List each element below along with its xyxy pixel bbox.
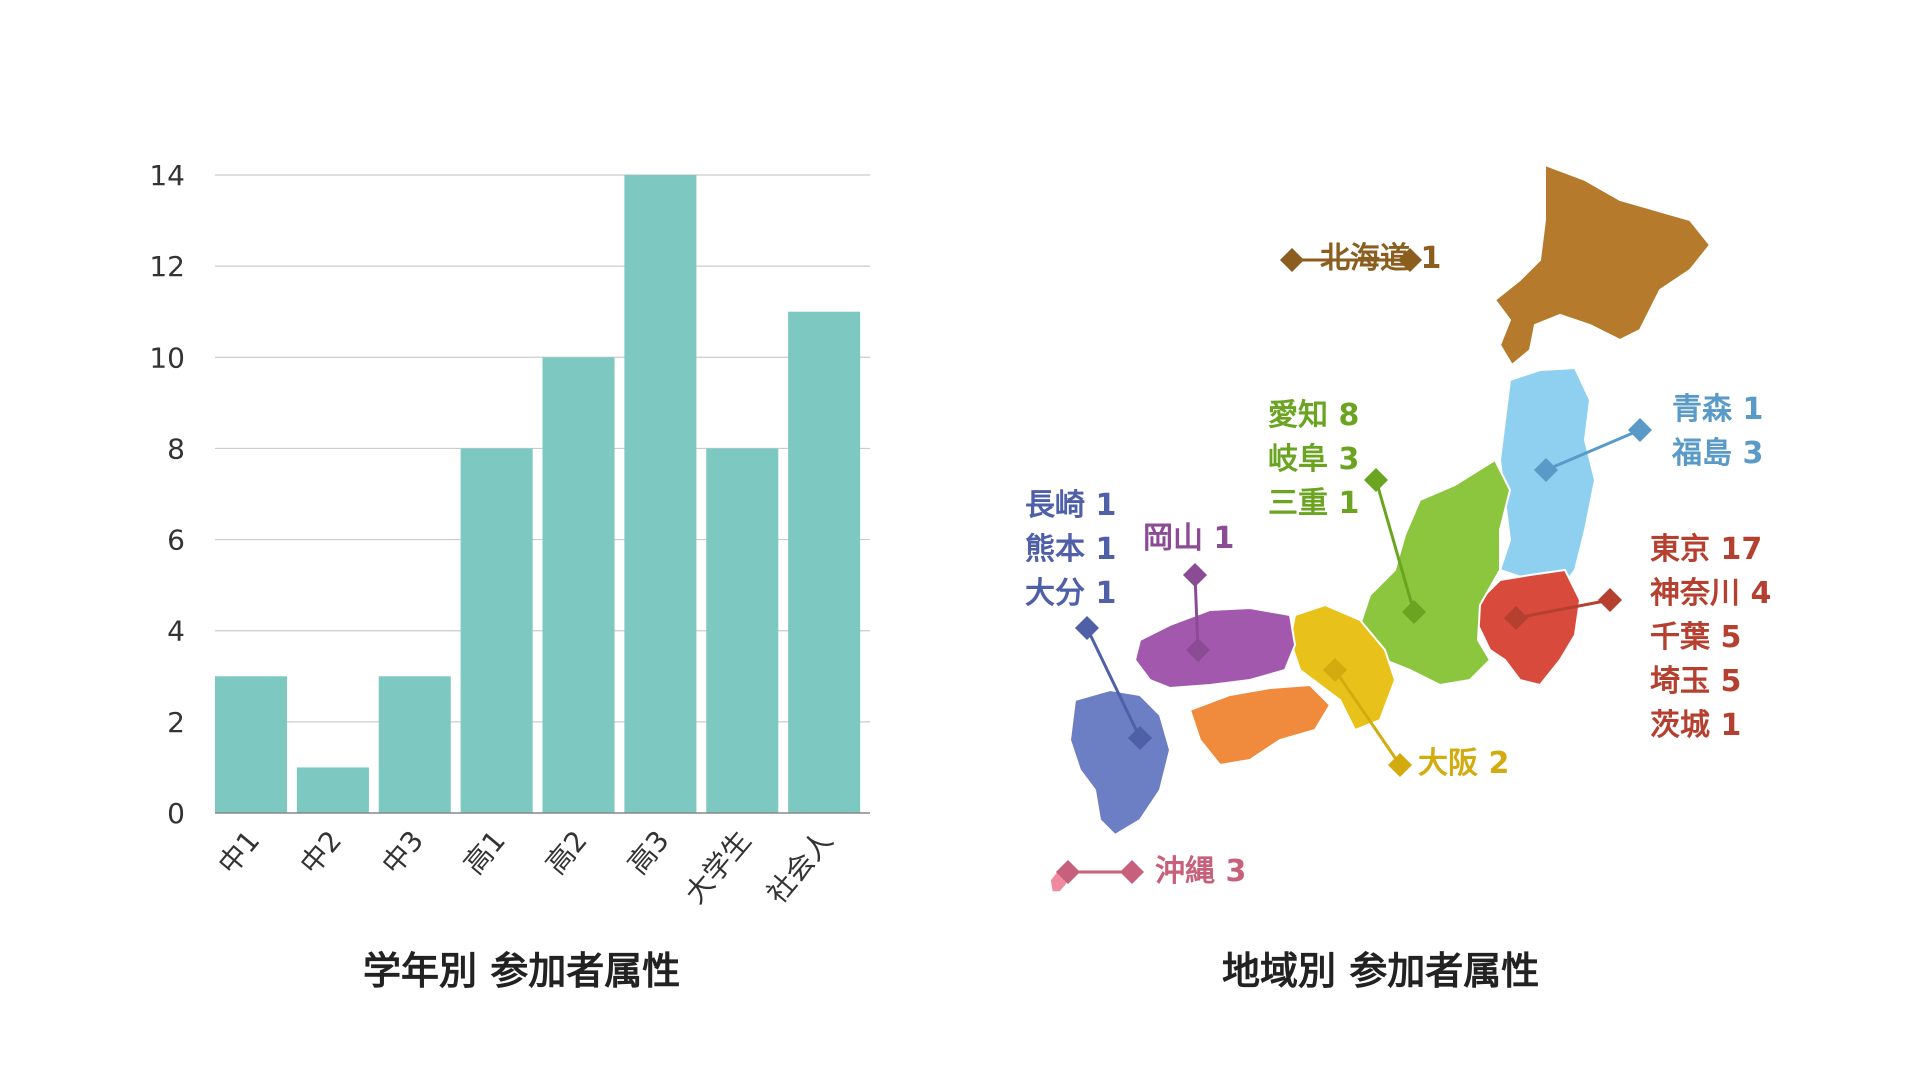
bars (215, 175, 861, 813)
label-kanto-line: 東京 17 (1650, 532, 1763, 567)
label-kanto-line: 埼玉 5 (1650, 664, 1742, 699)
x-category-label: 高2 (539, 824, 594, 880)
y-tick-label: 12 (149, 250, 185, 283)
x-category-label: 中3 (375, 824, 430, 880)
label-chugoku: 岡山 1 (1143, 517, 1234, 561)
leader-hokkaido (1279, 247, 1423, 273)
label-hokkaido-line: 北海道 1 (1320, 241, 1442, 276)
label-tohoku: 青森 1 福島 3 (1672, 388, 1763, 476)
label-okinawa-line: 沖縄 3 (1155, 854, 1247, 889)
label-kanto-line: 茨城 1 (1650, 708, 1742, 743)
leader-chubu (1363, 467, 1427, 625)
bar (378, 676, 451, 813)
region-chart-title: 地域別 参加者属性 (1222, 949, 1540, 993)
label-kanto-line: 千葉 5 (1650, 620, 1742, 655)
y-tick-label: 6 (167, 524, 185, 557)
bar (460, 448, 533, 813)
label-chubu-line: 岐阜 3 (1268, 442, 1360, 477)
label-kanto-line: 神奈川 4 (1650, 576, 1772, 611)
label-kyushu: 長崎 1 熊本 1 大分 1 (1025, 484, 1116, 616)
grade-bar-chart: 0 2 4 6 8 10 12 14 中1 中2 中3 高1 高2 高3 大学生 社会人 (149, 159, 870, 910)
leader-kanto (1503, 587, 1623, 631)
chugoku-region (1133, 606, 1297, 690)
label-chubu: 愛知 8 岐阜 3 三重 1 (1268, 394, 1359, 526)
y-tick-label: 14 (149, 159, 185, 192)
chubu-region (1358, 458, 1512, 687)
kyushu-region (1068, 688, 1172, 837)
label-kinki: 大阪 2 (1418, 742, 1509, 786)
y-tick-label: 4 (167, 615, 185, 648)
label-tohoku-line: 福島 3 (1672, 436, 1764, 471)
bar (215, 676, 288, 813)
label-kyushu-line: 長崎 1 (1025, 488, 1117, 523)
bar (624, 175, 697, 813)
label-kanto: 東京 17 神奈川 4 千葉 5 埼玉 5 茨城 1 (1650, 528, 1771, 748)
x-category-label: 中1 (212, 824, 267, 880)
label-chugoku-line: 岡山 1 (1143, 521, 1235, 556)
kanto-region (1476, 568, 1582, 687)
label-tohoku-line: 青森 1 (1672, 392, 1764, 427)
shikoku-region (1188, 683, 1332, 767)
y-tick-label: 10 (149, 341, 185, 374)
bar (542, 357, 615, 813)
bar (296, 767, 369, 813)
hokkaido-region (1493, 163, 1712, 367)
x-category-label: 中2 (294, 824, 349, 880)
y-axis-ticks: 0 2 4 6 8 10 12 14 (149, 159, 185, 830)
x-category-label: 社会人 (760, 824, 839, 910)
y-tick-label: 8 (167, 432, 185, 465)
leader-okinawa (1055, 859, 1145, 885)
label-kinki-line: 大阪 2 (1418, 746, 1510, 781)
y-tick-label: 2 (167, 706, 185, 739)
leader-chugoku (1182, 562, 1211, 663)
x-category-label: 高3 (621, 824, 676, 880)
grade-chart-title: 学年別 参加者属性 (363, 949, 681, 993)
y-tick-label: 0 (167, 797, 185, 830)
label-okinawa: 沖縄 3 (1155, 850, 1246, 894)
label-kyushu-line: 熊本 1 (1025, 532, 1117, 567)
bar (788, 311, 861, 813)
leader-kinki (1322, 657, 1413, 778)
label-hokkaido: 北海道 1 (1320, 237, 1441, 281)
x-category-label: 大学生 (678, 824, 757, 910)
bar (706, 448, 779, 813)
japan-region-map (1049, 163, 1712, 893)
x-category-label: 高1 (457, 824, 512, 880)
label-chubu-line: 愛知 8 (1268, 398, 1360, 433)
label-chubu-line: 三重 1 (1268, 486, 1360, 521)
leader-tohoku (1533, 417, 1653, 483)
leader-kyushu (1074, 615, 1153, 751)
x-axis-categories: 中1 中2 中3 高1 高2 高3 大学生 社会人 (212, 824, 840, 910)
label-kyushu-line: 大分 1 (1025, 576, 1117, 611)
